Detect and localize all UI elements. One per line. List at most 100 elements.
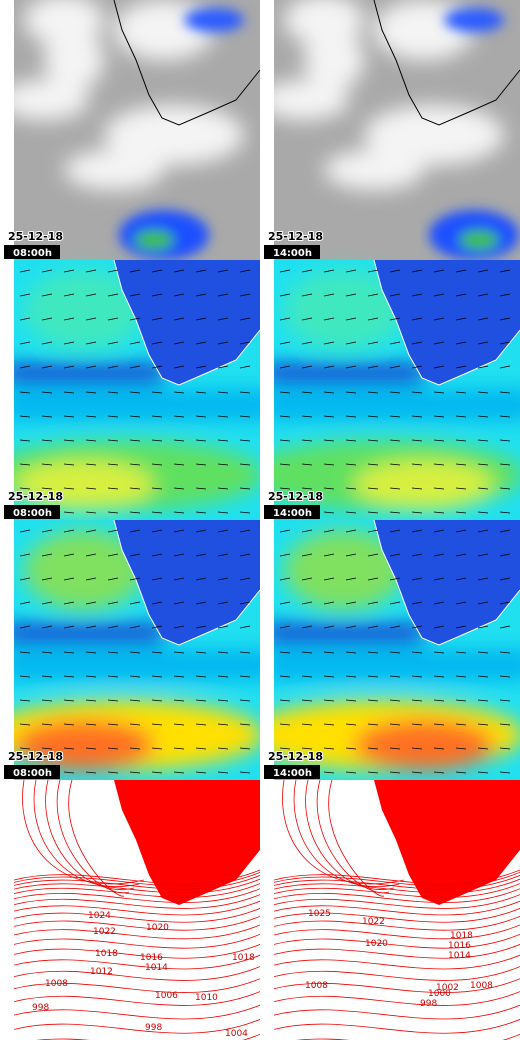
wind-arrow bbox=[217, 439, 229, 442]
land-wind bbox=[114, 260, 260, 385]
wind-arrow bbox=[151, 577, 163, 581]
wind-field bbox=[274, 530, 520, 770]
isobar bbox=[14, 966, 260, 981]
wind-arrow bbox=[323, 439, 335, 442]
wind-arrow bbox=[151, 439, 163, 442]
wind-arrow bbox=[499, 293, 511, 297]
wind-arrow bbox=[433, 293, 445, 297]
wind-arrow bbox=[41, 675, 53, 678]
wind-arrow bbox=[217, 463, 229, 466]
wind-arrow bbox=[301, 651, 313, 654]
isobar-label: 1018 bbox=[450, 931, 473, 941]
wind-arrow bbox=[41, 747, 53, 750]
wind-arrow bbox=[433, 511, 445, 514]
wind-arrow bbox=[41, 601, 53, 605]
wind-arrow bbox=[129, 651, 141, 654]
wind-arrow bbox=[279, 415, 291, 418]
wind-strong bbox=[354, 720, 494, 770]
wind-arrow bbox=[411, 269, 423, 273]
wind-arrow bbox=[173, 439, 185, 442]
wind-arrow bbox=[239, 553, 251, 557]
wind-arrow bbox=[129, 341, 141, 345]
wind-arrow bbox=[173, 747, 185, 750]
wind-arrow bbox=[195, 415, 207, 418]
wind-arrow bbox=[323, 269, 335, 273]
wind-arrow bbox=[323, 699, 335, 702]
wind-arrow bbox=[129, 391, 141, 394]
wind-arrow bbox=[477, 601, 489, 605]
wind-arrow bbox=[433, 391, 445, 394]
wind-arrow bbox=[477, 439, 489, 442]
wind-arrow bbox=[129, 511, 141, 514]
wind-arrow bbox=[217, 341, 229, 345]
wind-arrow bbox=[433, 439, 445, 442]
wind-arrow bbox=[217, 415, 229, 418]
wind-arrow bbox=[433, 723, 445, 726]
wind-band bbox=[14, 390, 260, 420]
wind-arrow bbox=[433, 463, 445, 466]
wind-arrow bbox=[455, 341, 467, 345]
wind-arrow bbox=[85, 293, 97, 297]
wind-arrow bbox=[107, 341, 119, 345]
wind-arrow bbox=[389, 317, 401, 321]
wind-arrow bbox=[107, 601, 119, 605]
isobar-label: 1010 bbox=[195, 993, 218, 1003]
wind-arrow bbox=[129, 625, 141, 629]
wind-arrow bbox=[107, 699, 119, 702]
wind-arrow bbox=[411, 365, 423, 369]
wind-arrow bbox=[63, 747, 75, 750]
cloud bbox=[364, 105, 504, 165]
wind-arrow bbox=[345, 699, 357, 702]
wind-arrow bbox=[85, 553, 97, 557]
wind-arrow bbox=[345, 341, 357, 345]
wind-field bbox=[14, 530, 260, 770]
wind-arrow bbox=[85, 771, 97, 774]
wind-arrow bbox=[85, 675, 97, 678]
wind-arrow bbox=[63, 651, 75, 654]
wind-arrow bbox=[41, 269, 53, 273]
isobar bbox=[14, 915, 260, 931]
panel-date: 25-12-18 bbox=[268, 230, 323, 243]
panel-time: 08:00h bbox=[13, 768, 52, 779]
column bbox=[14, 0, 260, 1040]
isobar bbox=[274, 944, 520, 959]
wind-arrow bbox=[129, 415, 141, 418]
wind-arrow bbox=[129, 747, 141, 750]
wind-arrow bbox=[151, 391, 163, 394]
isobar bbox=[274, 915, 520, 931]
panel-date: 25-12-18 bbox=[268, 750, 323, 763]
wind-arrow bbox=[41, 553, 53, 557]
isobar bbox=[274, 1019, 520, 1034]
wind-arrow bbox=[151, 675, 163, 678]
wind-arrow bbox=[367, 747, 379, 750]
wind-arrow bbox=[239, 625, 251, 629]
isobar bbox=[14, 933, 260, 949]
wind-arrow bbox=[41, 577, 53, 581]
wind-arrow bbox=[345, 625, 357, 629]
wind-arrow bbox=[41, 439, 53, 442]
wind-arrow bbox=[499, 391, 511, 394]
wind-arrow bbox=[499, 529, 511, 533]
wind-arrow bbox=[173, 723, 185, 726]
wind-arrow bbox=[217, 511, 229, 514]
wind-arrow bbox=[499, 723, 511, 726]
wind-arrow bbox=[41, 625, 53, 629]
isobar bbox=[328, 779, 385, 897]
wind-arrow bbox=[345, 577, 357, 581]
wind-arrow bbox=[151, 463, 163, 466]
wind-arrow bbox=[367, 293, 379, 297]
wind-arrow bbox=[217, 675, 229, 678]
rain-core bbox=[459, 230, 499, 250]
wind-arrow bbox=[323, 415, 335, 418]
wind-arrow bbox=[411, 415, 423, 418]
wind-arrow bbox=[455, 439, 467, 442]
isobar bbox=[274, 966, 520, 981]
wind-arrow bbox=[367, 529, 379, 533]
isobar-label: 1020 bbox=[365, 939, 388, 949]
wind-arrow bbox=[323, 553, 335, 557]
wind-arrow bbox=[19, 415, 31, 418]
wind-arrow bbox=[173, 415, 185, 418]
isobar bbox=[14, 888, 260, 903]
time-box bbox=[264, 245, 320, 259]
wind-arrow bbox=[477, 651, 489, 654]
